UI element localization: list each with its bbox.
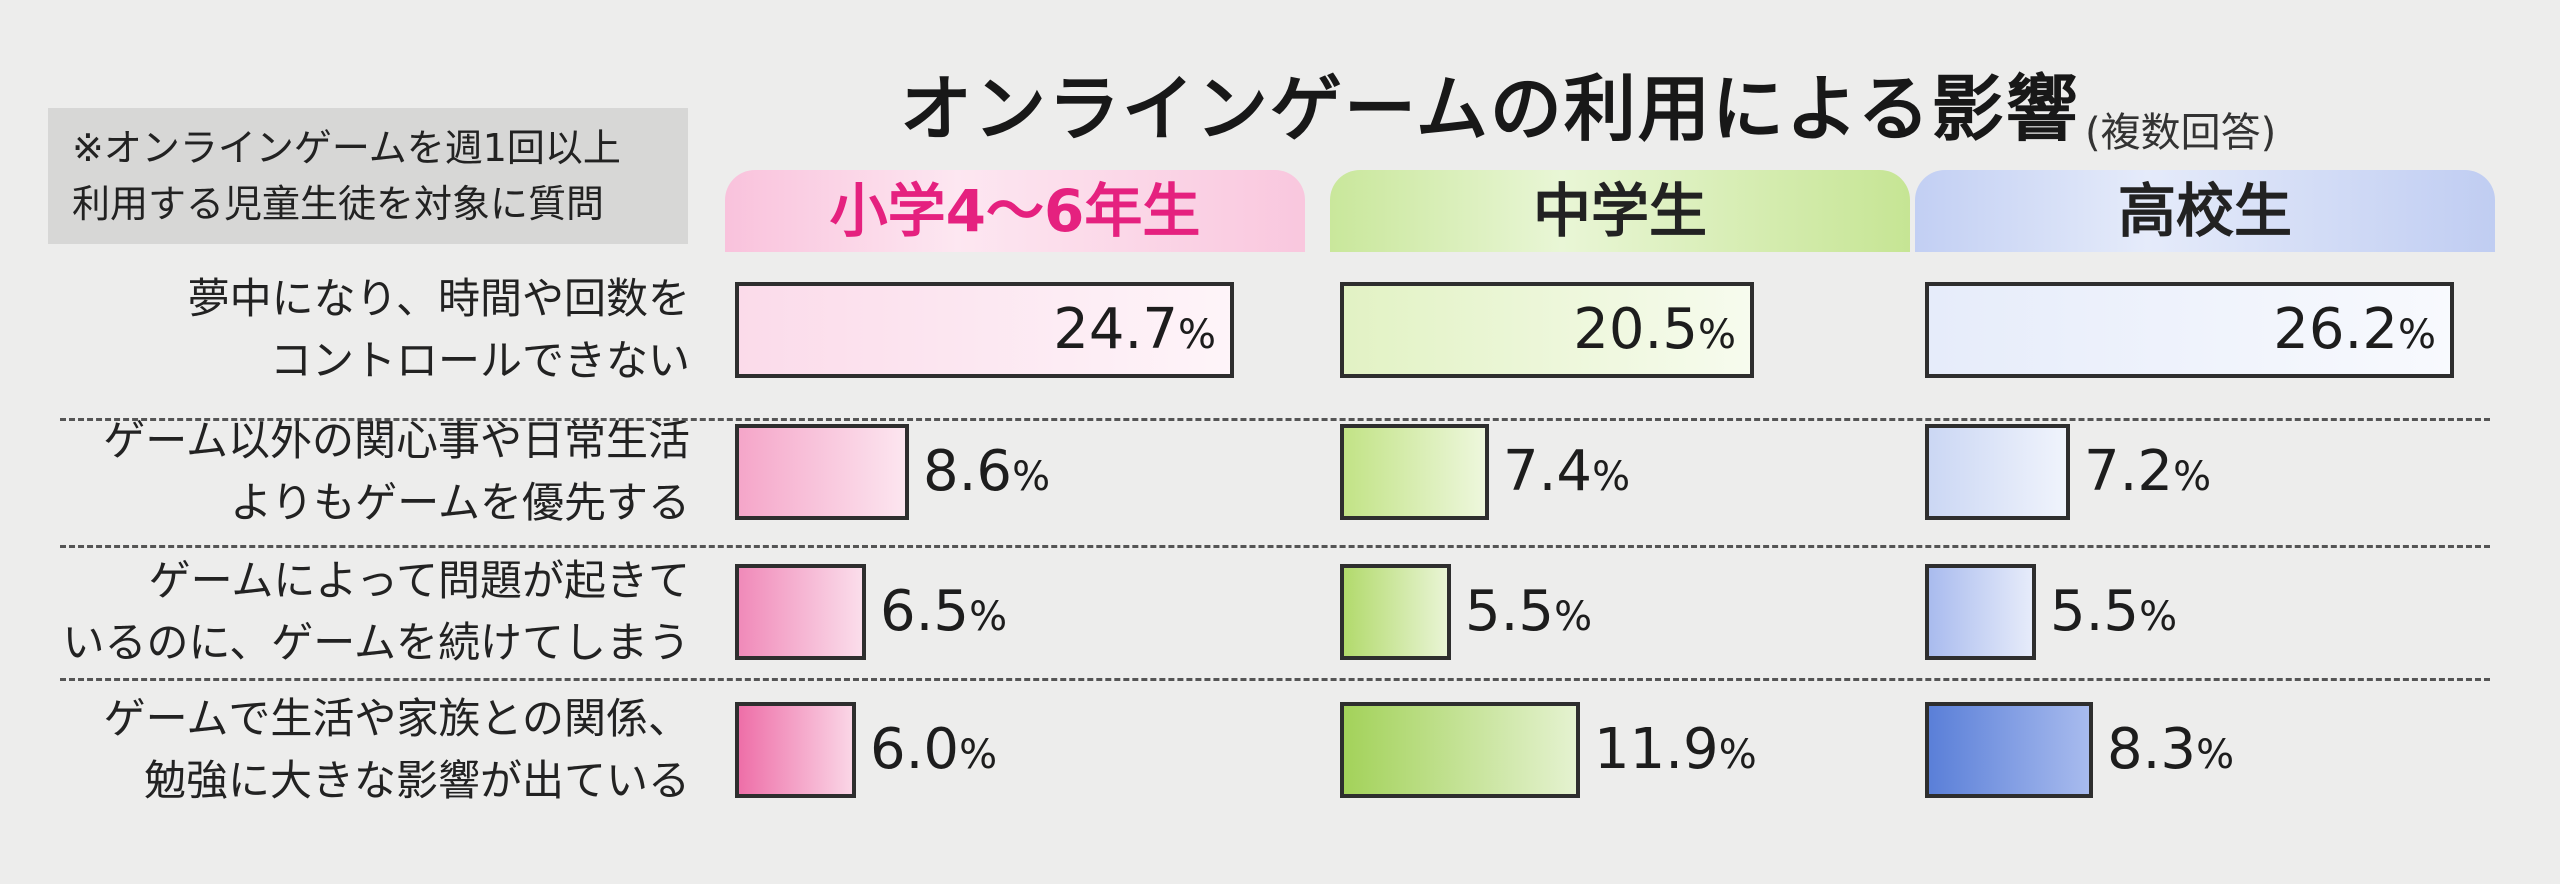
data-label: 7.4% xyxy=(1503,424,1630,520)
data-label: 8.6% xyxy=(923,424,1050,520)
data-label: 5.5% xyxy=(1465,564,1592,660)
data-label-value: 5.5 xyxy=(2050,579,2140,644)
data-label-value: 5.5 xyxy=(1465,579,1555,644)
bar xyxy=(1340,564,1451,660)
chart-title: オンラインゲームの利用による影響 xyxy=(900,67,2080,151)
bar xyxy=(735,564,866,660)
data-label: 6.0% xyxy=(870,702,997,798)
data-label: 7.2% xyxy=(2084,424,2211,520)
percent-sign: % xyxy=(969,594,1008,640)
data-label-value: 24.7 xyxy=(1053,297,1178,362)
percent-sign: % xyxy=(1592,454,1631,500)
chart-subtitle: (複数回答) xyxy=(2085,110,2277,156)
percent-sign: % xyxy=(1718,732,1757,778)
category-label-line: ゲームによって問題が起きて xyxy=(148,556,690,605)
data-label-value: 6.5 xyxy=(880,579,970,644)
data-label: 26.2% xyxy=(1925,282,2436,378)
legend-header: 中学生 xyxy=(1330,170,1910,252)
data-label: 24.7% xyxy=(735,282,1216,378)
category-label: ゲーム以外の関心事や日常生活よりもゲームを優先する xyxy=(40,410,690,534)
percent-sign: % xyxy=(2173,454,2212,500)
category-label: 夢中になり、時間や回数をコントロールできない xyxy=(40,268,690,392)
survey-note-line-1: ※オンラインゲームを週1回以上 xyxy=(72,126,621,170)
data-label-value: 6.0 xyxy=(870,717,960,782)
category-label: ゲームによって問題が起きているのに、ゲームを続けてしまう xyxy=(40,550,690,674)
row-divider xyxy=(60,545,2490,548)
category-label-line: いるのに、ゲームを続けてしまう xyxy=(62,618,690,667)
percent-sign: % xyxy=(1554,594,1593,640)
bar xyxy=(1340,282,1754,378)
data-label-value: 8.3 xyxy=(2107,717,2197,782)
percent-sign: % xyxy=(2139,594,2178,640)
data-label-value: 20.5 xyxy=(1573,297,1698,362)
category-label-line: 夢中になり、時間や回数を xyxy=(187,274,690,323)
data-label: 11.9% xyxy=(1594,702,1757,798)
percent-sign: % xyxy=(1177,312,1216,358)
row-divider xyxy=(60,418,2490,421)
bar xyxy=(1925,424,2070,520)
data-label: 5.5% xyxy=(2050,564,2177,660)
data-label: 20.5% xyxy=(1340,282,1736,378)
percent-sign: % xyxy=(959,732,998,778)
data-label-value: 7.2 xyxy=(2084,439,2174,504)
category-label: ゲームで生活や家族との関係、勉強に大きな影響が出ている xyxy=(40,688,690,812)
data-label-value: 11.9 xyxy=(1594,717,1719,782)
bar xyxy=(1340,424,1489,520)
bar xyxy=(735,424,909,520)
category-label-line: ゲームで生活や家族との関係、 xyxy=(103,694,690,743)
legend-header: 高校生 xyxy=(1915,170,2495,252)
legend-header: 小学4〜6年生 xyxy=(725,170,1305,252)
percent-sign: % xyxy=(1012,454,1051,500)
data-label-value: 8.6 xyxy=(923,439,1013,504)
data-label-value: 26.2 xyxy=(2273,297,2398,362)
row-divider xyxy=(60,678,2490,681)
bar xyxy=(1925,564,2036,660)
bar xyxy=(1925,282,2454,378)
percent-sign: % xyxy=(2397,312,2436,358)
survey-note: ※オンラインゲームを週1回以上 利用する児童生徒を対象に質問 xyxy=(48,108,688,244)
data-label: 6.5% xyxy=(880,564,1007,660)
bar xyxy=(1925,702,2093,798)
bar xyxy=(735,282,1234,378)
survey-note-line-2: 利用する児童生徒を対象に質問 xyxy=(72,182,605,226)
category-label-line: コントロールできない xyxy=(269,336,690,385)
data-label-value: 7.4 xyxy=(1503,439,1593,504)
bar xyxy=(1340,702,1580,798)
category-label-line: ゲーム以外の関心事や日常生活 xyxy=(103,416,690,465)
bar xyxy=(735,702,856,798)
category-label-line: 勉強に大きな影響が出ている xyxy=(143,756,690,805)
percent-sign: % xyxy=(2196,732,2235,778)
category-label-line: よりもゲームを優先する xyxy=(230,478,690,527)
percent-sign: % xyxy=(1697,312,1736,358)
data-label: 8.3% xyxy=(2107,702,2234,798)
